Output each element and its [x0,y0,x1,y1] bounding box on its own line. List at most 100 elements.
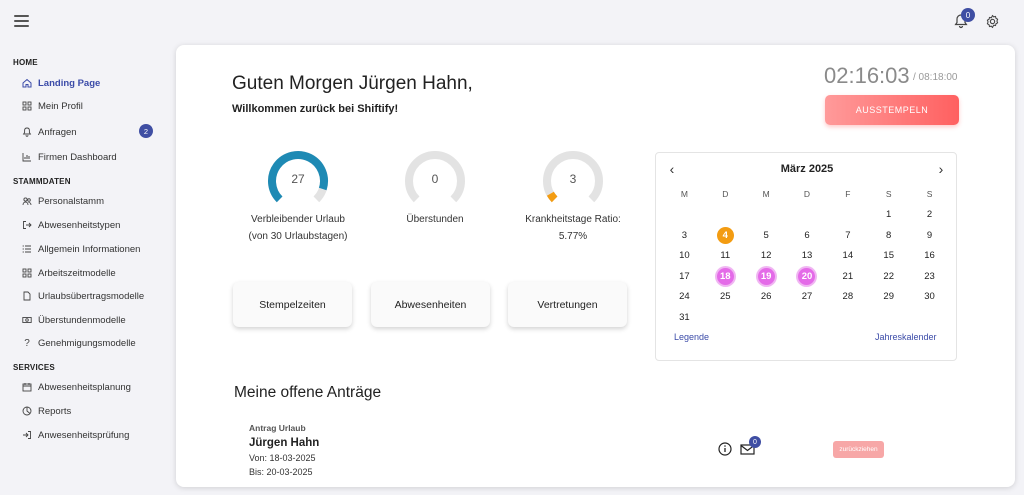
calendar-cell: 10 [664,246,705,267]
menu-icon[interactable] [14,15,29,27]
calendar-day[interactable]: 11 [720,250,731,262]
sidebar-item-arbeitszeitmodelle[interactable]: Arbeitszeitmodelle [22,265,162,281]
calendar-day[interactable]: 9 [926,229,933,241]
calendar-day[interactable]: 23 [924,270,935,282]
section-home: HOME [13,58,38,67]
calendar-day[interactable]: 25 [719,291,731,303]
sidebar-item-mein-profil[interactable]: Mein Profil [22,98,162,114]
sidebar-item-label: Arbeitszeitmodelle [38,267,116,279]
sidebar-item-landing-page[interactable]: Landing Page [22,75,162,91]
calendar-day[interactable]: 24 [679,291,690,303]
sidebar-item-abwesenheitstypen[interactable]: Abwesenheitstypen [22,217,162,233]
sidebar-item-firmen-dashboard[interactable]: Firmen Dashboard [22,149,162,165]
calendar-cell: 9 [909,225,950,246]
sidebar-item-label: Abwesenheitstypen [38,219,121,231]
calendar-cell: 13 [787,246,828,267]
calendar-cell: 19 [746,266,787,287]
sidebar-item-allgemein-informationen[interactable]: Allgemein Informationen [22,241,162,257]
calendar-today[interactable]: 4 [716,226,734,244]
sidebar-item-abwesenheitsplanung[interactable]: Abwesenheitsplanung [22,379,162,395]
chevron-left-icon[interactable]: ‹ [669,161,675,177]
clock-total: / 08:18:00 [913,72,958,83]
calendar-day[interactable]: 21 [842,270,854,282]
sidebar-item-anwesenheitspruefung[interactable]: Anwesenheitsprüfung [22,427,162,443]
sidebar-item-genehmigungsmodelle[interactable]: ? Genehmigungsmodelle [22,335,162,351]
sidebar-item-urlaubsuebertragsmodelle[interactable]: Urlaubsübertragsmodelle [22,288,162,304]
section-services: SERVICES [13,363,55,372]
calendar-day[interactable]: 14 [842,250,854,262]
vacation-label: Verbleibender Urlaub (von 30 Urlaubstage… [233,211,363,245]
calendar-cell [787,307,828,328]
calendar-day[interactable]: 10 [679,250,690,262]
calendar-day[interactable]: 31 [679,311,690,323]
notification-badge: 0 [961,8,975,22]
top-bar: 0 [0,0,1024,44]
legend-link[interactable]: Legende [674,332,710,342]
calendar-day[interactable]: 30 [924,291,935,303]
sidebar-item-ueberstundenmodelle[interactable]: Überstundenmodelle [22,312,162,328]
requests-title: Meine offene Anträge [234,384,382,401]
gauge-value: 27 [291,172,305,186]
bell-icon [22,127,32,137]
calendar-absence-day[interactable]: 19 [757,267,775,285]
sidebar-item-reports[interactable]: Reports [22,403,162,419]
calendar-grid: M D M D F S S 1 2 3 4 5 6 7 8 9 10 11 12 13 14 15 16 17 18 19 20 21… [664,184,950,328]
calendar-cell: 14 [827,246,868,267]
message-badge: 0 [749,436,761,448]
calendar-day[interactable]: 15 [883,250,894,262]
calendar-day[interactable]: 6 [804,229,810,241]
vertretungen-button[interactable]: Vertretungen [508,282,627,327]
calendar-absence-day[interactable]: 18 [716,267,734,285]
calendar-day[interactable]: 8 [886,229,892,241]
calendar-day[interactable]: 2 [926,209,933,221]
withdraw-button[interactable]: zurückziehen [833,441,884,458]
calendar-day[interactable]: 1 [886,209,892,221]
sidebar-item-label: Personalstamm [38,195,104,207]
calendar-day[interactable]: 16 [924,250,935,262]
calendar-day[interactable]: 29 [883,291,894,303]
calendar-cell: 16 [909,246,950,267]
sidebar-item-anfragen[interactable]: Anfragen [22,124,162,140]
calendar-day[interactable]: 12 [760,250,772,262]
calendar-cell: 22 [868,266,909,287]
gauge-track [405,151,465,203]
stempelzeiten-button[interactable]: Stempelzeiten [233,282,352,327]
gauge-fill [546,191,558,203]
sick-days-gauge: 3 [542,150,604,212]
sidebar-item-label: Genehmigungsmodelle [38,337,136,349]
calendar-day[interactable]: 22 [883,270,894,282]
calendar-cell: 18 [705,266,746,287]
calendar-month: März 2025 [780,163,834,175]
calendar-day[interactable]: 26 [760,291,772,303]
sidebar-item-personalstamm[interactable]: Personalstamm [22,193,162,209]
calendar-cell: 25 [705,287,746,308]
calendar-cell [827,307,868,328]
stamp-out-button[interactable]: AUSSTEMPELN [825,95,959,125]
weekday-header: F [845,189,851,200]
overtime-gauge: 0 [404,150,466,212]
calendar-day[interactable]: 28 [842,291,854,303]
gear-icon[interactable] [985,14,1000,29]
annual-calendar-link[interactable]: Jahreskalender [875,332,937,342]
sidebar-item-label: Allgemein Informationen [38,243,141,255]
calendar-day[interactable]: 7 [845,229,851,241]
exit-icon [22,220,32,230]
calendar-day[interactable]: 27 [801,291,813,303]
calendar-day[interactable]: 5 [763,229,769,241]
calendar-day[interactable]: 13 [801,250,813,262]
abwesenheiten-button[interactable]: Abwesenheiten [371,282,490,327]
weekday-header: M [762,189,770,200]
calendar-cell: 30 [909,287,950,308]
weekday-header: S [885,189,892,200]
calendar-cell: 4 [705,225,746,246]
chevron-right-icon[interactable]: › [938,161,944,177]
sidebar-item-label: Anfragen [38,126,77,138]
calendar-cell [705,307,746,328]
calendar-absence-day[interactable]: 20 [798,267,816,285]
calendar-cell: 5 [746,225,787,246]
info-icon[interactable] [718,442,732,456]
gauge-label-line1: Krankheitstage Ratio: [525,214,621,225]
calendar-day[interactable]: 3 [681,229,688,241]
home-icon [22,78,32,88]
calendar-day[interactable]: 17 [679,270,690,282]
